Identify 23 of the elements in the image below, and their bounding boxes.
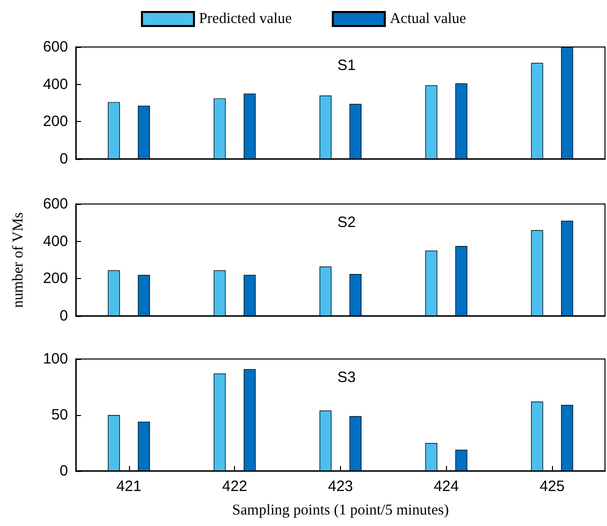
y-tick-label: 600 [42,196,68,212]
x-tick-label: 422 [222,478,248,495]
y-tick-label: 0 [60,308,68,324]
legend-label: Actual value [390,11,466,27]
y-tick-label: 50 [51,406,68,424]
x-tick-label: 423 [328,478,354,495]
y-tick-label: 200 [42,113,68,130]
x-tick-label: 424 [434,478,459,495]
text: S2 [337,214,356,231]
x-tick-label: 421 [116,478,142,495]
text: S1 [337,57,356,74]
y-tick-label: 100 [42,350,68,368]
y-tick-label: 400 [42,76,68,93]
y-tick-label: 600 [42,38,68,56]
y-tick-label: 0 [60,462,68,480]
legend-label: Predicted value [198,11,292,27]
y-tick-label: 0 [60,150,68,168]
x-axis-title: Sampling points (1 point/5 minutes) [232,502,449,518]
text: S3 [337,369,356,386]
y-tick-label: 200 [42,270,68,288]
x-tick-label: 425 [540,478,565,495]
y-axis-title: number of VMs [10,212,26,308]
y-tick-label: 400 [42,232,68,250]
